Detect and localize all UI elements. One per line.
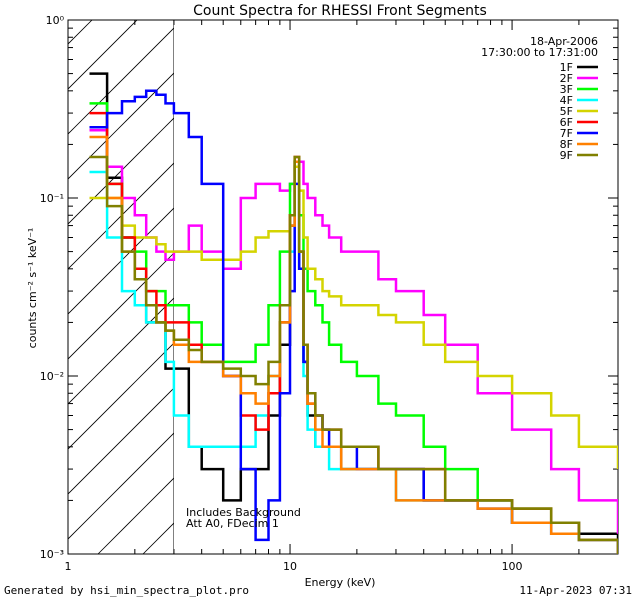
annotation-background: Includes Background	[186, 506, 301, 519]
plot-frame	[67, 19, 619, 555]
legend-label-2F: 2F	[560, 72, 573, 85]
series-layer	[89, 72, 618, 554]
series-2F	[89, 129, 618, 534]
header-date: 18-Apr-2006	[530, 35, 598, 48]
series-6F	[89, 111, 618, 554]
legend-label-7F: 7F	[560, 127, 573, 140]
legend-label-9F: 9F	[560, 149, 573, 162]
x-tick-label: 10	[283, 560, 297, 573]
y-axis-label: counts cm⁻² s⁻¹ keV⁻¹	[26, 228, 39, 349]
y-tick-label: 10⁻²	[40, 370, 64, 383]
y-tick-label: 10⁻³	[40, 548, 64, 561]
annotation-attenuator: Att A0, FDecim 1	[186, 517, 279, 530]
legend-label-1F: 1F	[560, 61, 573, 74]
legend-label-4F: 4F	[560, 94, 573, 107]
series-8F	[89, 135, 618, 554]
header-time-range: 17:30:00 to 17:31:00	[481, 46, 598, 59]
chart-title: Count Spectra for RHESSI Front Segments	[193, 3, 487, 19]
series-1F	[89, 72, 618, 547]
x-tick-label: 100	[502, 560, 523, 573]
legend-label-5F: 5F	[560, 105, 573, 118]
footer-generator: Generated by hsi_min_spectra_plot.pro	[4, 584, 250, 597]
x-axis-label: Energy (keV)	[305, 576, 376, 589]
series-5F	[89, 165, 618, 470]
y-tick-label: 10⁻¹	[40, 192, 64, 205]
hatched-region	[68, 20, 174, 554]
y-tick-label: 10⁰	[46, 14, 65, 27]
series-3F	[89, 102, 618, 554]
legend-label-8F: 8F	[560, 138, 573, 151]
footer-timestamp: 11-Apr-2023 07:31	[519, 584, 632, 597]
axis-ticks: 1 10 100 10⁻³ 10⁻² 10⁻¹ 10⁰	[40, 14, 619, 573]
legend-label-6F: 6F	[560, 116, 573, 129]
series-9F	[89, 155, 618, 554]
x-tick-label: 1	[65, 560, 72, 573]
series-4F	[89, 165, 618, 547]
legend-label-3F: 3F	[560, 83, 573, 96]
